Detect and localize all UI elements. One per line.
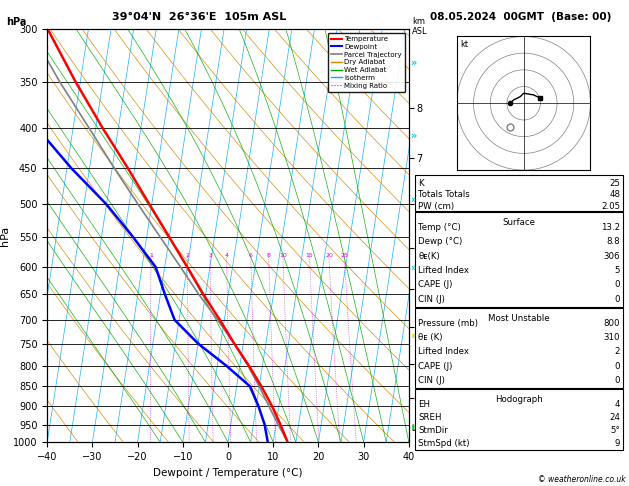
- Text: 15: 15: [306, 253, 313, 258]
- Text: 6: 6: [249, 253, 253, 258]
- Text: 2.05: 2.05: [601, 202, 620, 210]
- Text: 800: 800: [604, 319, 620, 328]
- Text: 2: 2: [186, 253, 189, 258]
- Text: Temp (°C): Temp (°C): [418, 223, 461, 232]
- Text: StmSpd (kt): StmSpd (kt): [418, 439, 470, 448]
- Text: 0: 0: [615, 295, 620, 304]
- Text: 25: 25: [340, 253, 348, 258]
- Text: 8.8: 8.8: [606, 238, 620, 246]
- Text: 39°04'N  26°36'E  105m ASL: 39°04'N 26°36'E 105m ASL: [112, 12, 286, 22]
- Text: 5°: 5°: [610, 426, 620, 435]
- Text: 8: 8: [267, 253, 270, 258]
- Text: Most Unstable: Most Unstable: [488, 314, 550, 323]
- Text: Totals Totals: Totals Totals: [418, 190, 470, 199]
- Text: »: »: [410, 262, 416, 272]
- Y-axis label: Mixing Ratio (g/kg): Mixing Ratio (g/kg): [462, 196, 470, 276]
- Text: Lifted Index: Lifted Index: [418, 266, 469, 275]
- Text: »: »: [410, 330, 416, 340]
- Text: Hodograph: Hodograph: [495, 395, 543, 404]
- Text: Dewp (°C): Dewp (°C): [418, 238, 462, 246]
- Text: CAPE (J): CAPE (J): [418, 362, 453, 371]
- Text: © weatheronline.co.uk: © weatheronline.co.uk: [538, 474, 626, 484]
- Text: 24: 24: [610, 413, 620, 422]
- Text: 4: 4: [615, 400, 620, 409]
- Text: 13.2: 13.2: [601, 223, 620, 232]
- Text: 2: 2: [615, 347, 620, 356]
- Text: 306: 306: [604, 252, 620, 261]
- Text: »: »: [410, 131, 416, 141]
- Text: Pressure (mb): Pressure (mb): [418, 319, 478, 328]
- Text: kt: kt: [460, 40, 468, 49]
- Text: K: K: [418, 179, 424, 188]
- Text: 0: 0: [615, 376, 620, 385]
- Text: km
ASL: km ASL: [412, 17, 428, 36]
- Text: 310: 310: [604, 333, 620, 342]
- Text: »: »: [410, 423, 416, 433]
- Text: 20: 20: [325, 253, 333, 258]
- Text: 10: 10: [279, 253, 287, 258]
- Text: θᴇ (K): θᴇ (K): [418, 333, 443, 342]
- Text: EH: EH: [418, 400, 430, 409]
- Text: CAPE (J): CAPE (J): [418, 280, 453, 290]
- Text: 0: 0: [615, 362, 620, 371]
- Y-axis label: hPa: hPa: [0, 226, 10, 246]
- Text: CIN (J): CIN (J): [418, 376, 445, 385]
- Text: hPa: hPa: [6, 17, 26, 27]
- Text: 5: 5: [615, 266, 620, 275]
- Text: CIN (J): CIN (J): [418, 295, 445, 304]
- Text: »: »: [410, 58, 416, 68]
- Text: Surface: Surface: [503, 218, 535, 227]
- Text: θᴇ(K): θᴇ(K): [418, 252, 440, 261]
- Text: 08.05.2024  00GMT  (Base: 00): 08.05.2024 00GMT (Base: 00): [430, 12, 611, 22]
- Text: 4: 4: [225, 253, 228, 258]
- Legend: Temperature, Dewpoint, Parcel Trajectory, Dry Adiabat, Wet Adiabat, Isotherm, Mi: Temperature, Dewpoint, Parcel Trajectory…: [328, 33, 405, 92]
- Text: 0: 0: [615, 280, 620, 290]
- Text: 3: 3: [208, 253, 212, 258]
- Text: 9: 9: [615, 439, 620, 448]
- Text: 48: 48: [610, 190, 620, 199]
- Text: Lifted Index: Lifted Index: [418, 347, 469, 356]
- Text: PW (cm): PW (cm): [418, 202, 454, 210]
- Text: LCL: LCL: [411, 424, 425, 433]
- X-axis label: Dewpoint / Temperature (°C): Dewpoint / Temperature (°C): [153, 468, 303, 478]
- Text: 25: 25: [610, 179, 620, 188]
- Text: 1: 1: [149, 253, 153, 258]
- Text: »: »: [410, 194, 416, 204]
- Text: SREH: SREH: [418, 413, 442, 422]
- Text: StmDir: StmDir: [418, 426, 448, 435]
